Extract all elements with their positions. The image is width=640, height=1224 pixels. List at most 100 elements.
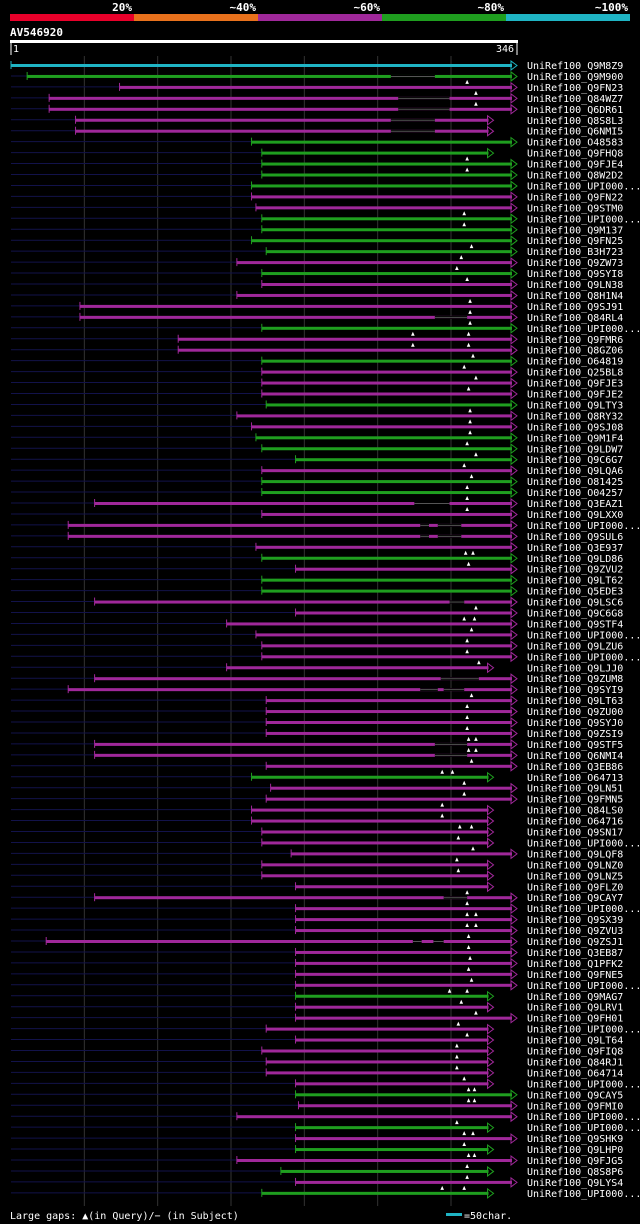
hit-name[interactable]: UniRef100_UPI000...: [527, 652, 640, 663]
hit-row[interactable]: UniRef100_Q9FN23: [11, 79, 623, 94]
hit-name[interactable]: UniRef100_Q9ZSJ1: [527, 937, 623, 948]
hit-name[interactable]: UniRef100_Q8RY32: [527, 411, 623, 422]
hit-row[interactable]: UniRef100_O64819: [11, 353, 623, 368]
hit-row[interactable]: UniRef100_Q9SHK9: [11, 1131, 623, 1145]
hit-row[interactable]: UniRef100_Q9LT63: [11, 693, 623, 707]
hit-name[interactable]: UniRef100_UPI000...: [527, 630, 640, 641]
hit-row[interactable]: UniRef100_Q9LT62: [11, 574, 623, 587]
hit-name[interactable]: UniRef100_Q8GZ06: [527, 346, 623, 357]
hit-row[interactable]: UniRef100_Q8GZ06: [11, 342, 623, 357]
hit-row[interactable]: UniRef100_Q9FJE2: [11, 386, 623, 401]
hit-row[interactable]: UniRef100_Q9FJE4: [11, 156, 623, 171]
hit-name[interactable]: UniRef100_Q6DR61: [527, 105, 623, 116]
hit-row[interactable]: UniRef100_Q9LYS4: [11, 1174, 623, 1189]
hit-row[interactable]: UniRef100_Q8H1N4: [11, 289, 623, 302]
hit-name[interactable]: UniRef100_Q9LQA6: [527, 466, 623, 477]
hit-name[interactable]: UniRef100_UPI000...: [527, 838, 640, 849]
hit-name[interactable]: UniRef100_Q9LN38: [527, 280, 623, 291]
hit-name[interactable]: UniRef100_Q9ZVU2: [527, 565, 623, 576]
hit-name[interactable]: UniRef100_Q9C6G7: [527, 455, 623, 466]
hit-row[interactable]: UniRef100_UPI000...: [11, 1111, 640, 1123]
hit-name[interactable]: UniRef100_Q9SN17: [527, 828, 623, 839]
hit-row[interactable]: UniRef100_Q9SN17: [11, 824, 623, 839]
hit-name[interactable]: UniRef100_Q9SJ08: [527, 422, 623, 433]
hit-name[interactable]: UniRef100_Q9SHK9: [527, 1134, 623, 1145]
hit-row[interactable]: UniRef100_O81425: [11, 474, 623, 488]
hit-row[interactable]: UniRef100_UPI000...: [11, 977, 640, 992]
hit-name[interactable]: UniRef100_O64713: [527, 773, 623, 784]
hit-row[interactable]: UniRef100_Q9LD86: [11, 550, 623, 565]
hit-row[interactable]: UniRef100_Q8S8L3: [11, 114, 623, 127]
hit-name[interactable]: UniRef100_UPI000...: [527, 1123, 640, 1134]
hit-row[interactable]: UniRef100_Q9LHP0: [11, 1142, 623, 1156]
hit-row[interactable]: UniRef100_O64716: [11, 813, 623, 828]
hit-row[interactable]: UniRef100_Q9SJ08: [11, 419, 623, 433]
hit-name[interactable]: UniRef100_UPI000...: [527, 521, 640, 532]
hit-row[interactable]: UniRef100_Q9ZUM8: [11, 673, 623, 685]
hit-row[interactable]: UniRef100_Q9FIQ8: [11, 1043, 623, 1058]
hit-row[interactable]: UniRef100_Q8S8P6: [11, 1163, 623, 1178]
hit-row[interactable]: UniRef100_Q9ZU00: [11, 704, 623, 718]
hit-row[interactable]: UniRef100_Q9ZSJ1: [11, 934, 623, 948]
hit-name[interactable]: UniRef100_Q9FJE3: [527, 379, 623, 390]
hit-row[interactable]: UniRef100_Q1PFK2: [11, 955, 623, 970]
hit-row[interactable]: UniRef100_Q9M1F4: [11, 430, 623, 444]
hit-row[interactable]: UniRef100_Q9LXX0: [11, 506, 623, 521]
hit-name[interactable]: UniRef100_Q3EB86: [527, 762, 623, 773]
hit-name[interactable]: UniRef100_UPI000...: [527, 981, 640, 992]
hit-name[interactable]: UniRef100_Q9FLZ0: [527, 882, 623, 893]
hit-row[interactable]: UniRef100_Q9ZW73: [11, 255, 623, 269]
hit-name[interactable]: UniRef100_Q9ZU00: [527, 707, 623, 718]
hit-row[interactable]: UniRef100_UPI000...: [11, 1076, 640, 1090]
hit-name[interactable]: UniRef100_Q84LS0: [527, 806, 623, 817]
hit-name[interactable]: UniRef100_Q9LTY3: [527, 400, 623, 411]
hit-row[interactable]: UniRef100_UPI000...: [11, 1021, 640, 1036]
hit-row[interactable]: UniRef100_Q9FN25: [11, 235, 623, 247]
hit-row[interactable]: UniRef100_Q9SUL6: [11, 530, 623, 543]
hit-row[interactable]: UniRef100_Q9ZSI9: [11, 725, 623, 740]
hit-row[interactable]: UniRef100_Q9LNZ5: [11, 868, 623, 882]
hit-name[interactable]: UniRef100_Q9FMR6: [527, 335, 623, 346]
hit-row[interactable]: UniRef100_UPI000...: [11, 180, 640, 192]
hit-name[interactable]: UniRef100_Q9FNE5: [527, 970, 623, 981]
hit-name[interactable]: UniRef100_Q84RJ1: [527, 1057, 623, 1068]
hit-name[interactable]: UniRef100_Q8S8P6: [527, 1167, 623, 1178]
hit-row[interactable]: UniRef100_Q9M137: [11, 222, 623, 236]
hit-row[interactable]: UniRef100_Q9SYI9: [11, 684, 623, 696]
hit-name[interactable]: UniRef100_Q9SX39: [527, 915, 623, 926]
hit-row[interactable]: UniRef100_O64714: [11, 1065, 623, 1079]
hit-row[interactable]: UniRef100_Q9LNZ0: [11, 857, 623, 871]
hit-name[interactable]: UniRef100_Q84RL4: [527, 313, 623, 324]
hit-name[interactable]: UniRef100_Q9LN51: [527, 784, 623, 795]
hit-row[interactable]: UniRef100_Q9FHQ8: [11, 147, 623, 160]
hit-name[interactable]: UniRef100_Q9M137: [527, 225, 623, 236]
hit-row[interactable]: UniRef100_Q9FMI0: [11, 1098, 623, 1112]
hit-row[interactable]: UniRef100_Q84RJ1: [11, 1054, 623, 1068]
hit-row[interactable]: UniRef100_Q9FJG5: [11, 1153, 623, 1167]
hit-name[interactable]: UniRef100_Q9FJE4: [527, 160, 623, 171]
hit-row[interactable]: UniRef100_Q9LQF8: [11, 846, 623, 860]
hit-row[interactable]: UniRef100_Q9FMR6: [11, 331, 623, 346]
hit-row[interactable]: UniRef100_Q9C6G8: [11, 605, 623, 620]
hit-row[interactable]: UniRef100_UPI000...: [11, 901, 640, 915]
hit-name[interactable]: UniRef100_Q9FHQ8: [527, 149, 623, 160]
hit-name[interactable]: UniRef100_UPI000...: [527, 1189, 640, 1200]
hit-row[interactable]: UniRef100_UPI000...: [11, 320, 640, 335]
hit-name[interactable]: UniRef100_Q9FN23: [527, 83, 623, 94]
hit-row[interactable]: UniRef100_Q9LTY3: [11, 399, 623, 411]
hit-row[interactable]: UniRef100_Q9ZVU3: [11, 923, 623, 937]
hit-name[interactable]: UniRef100_Q9FH01: [527, 1014, 623, 1025]
hit-row[interactable]: UniRef100_Q9SYJ0: [11, 715, 623, 729]
hit-row[interactable]: UniRef100_Q9M8Z9: [10, 60, 623, 72]
hit-name[interactable]: UniRef100_Q9STM0: [527, 203, 623, 214]
hit-name[interactable]: UniRef100_Q9LYS4: [527, 1178, 623, 1189]
hit-name[interactable]: UniRef100_UPI000...: [527, 324, 640, 335]
hit-row[interactable]: UniRef100_Q6DR61: [11, 101, 623, 116]
hit-row[interactable]: UniRef100_Q9FMN5: [11, 791, 623, 806]
hit-row[interactable]: UniRef100_UPI000...: [11, 835, 640, 849]
hit-name[interactable]: UniRef100_Q84WZ7: [527, 94, 623, 105]
hit-name[interactable]: UniRef100_O04257: [527, 488, 623, 499]
hit-name[interactable]: UniRef100_Q9LHP0: [527, 1145, 623, 1156]
hit-name[interactable]: UniRef100_Q5EDE3: [527, 587, 623, 598]
hit-name[interactable]: UniRef100_Q9M8Z9: [527, 61, 623, 72]
